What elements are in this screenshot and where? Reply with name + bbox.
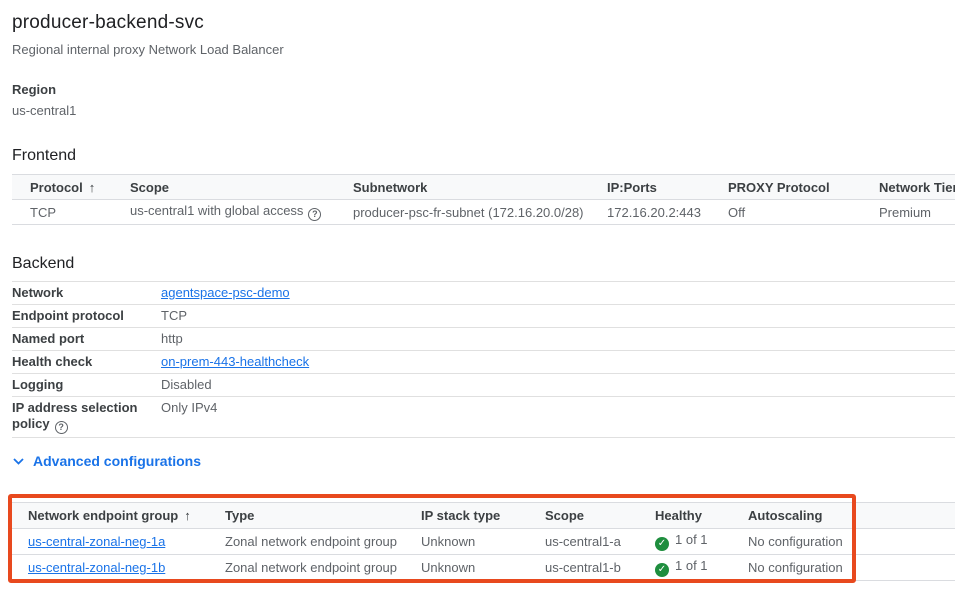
frontend-col-subnetwork[interactable]: Subnetwork (353, 174, 607, 200)
neg-link[interactable]: us-central-zonal-neg-1a (28, 534, 166, 549)
frontend-network-tier-cell: Premium (879, 199, 955, 225)
named-port-label: Named port (12, 331, 85, 346)
neg-col-scope[interactable]: Scope (545, 502, 655, 529)
neg-autoscaling-cell: No configuration (748, 528, 955, 555)
neg-col-type[interactable]: Type (225, 502, 421, 529)
neg-col-ip-stack-type[interactable]: IP stack type (421, 502, 545, 529)
neg-type-cell: Zonal network endpoint group (225, 528, 421, 555)
help-icon[interactable]: ? (54, 421, 68, 434)
backend-ip-policy-row: IP address selection policy? Only IPv4 (12, 397, 955, 438)
logging-label: Logging (12, 377, 64, 392)
column-label: Protocol (30, 179, 83, 195)
ip-policy-label: IP address selection policy? (12, 397, 161, 438)
health-check-label: Health check (12, 354, 93, 369)
help-icon[interactable]: ? (308, 208, 322, 221)
network-endpoint-group-table: Network endpoint group ↑ Type IP stack ty… (12, 502, 955, 581)
sort-ascending-icon: ↑ (184, 508, 191, 523)
health-check-link[interactable]: on-prem-443-healthcheck (161, 354, 310, 369)
page-title: producer-backend-svc (12, 12, 204, 33)
frontend-proxy-protocol-cell: Off (728, 199, 879, 225)
endpoint-protocol-value: TCP (161, 308, 187, 323)
chevron-down-icon (12, 455, 25, 468)
region-value: us-central1 (12, 103, 77, 118)
frontend-table: Protocol ↑ Scope Subnetwork IP:Ports PROX… (12, 174, 955, 225)
healthy-check-icon: ✓ (655, 563, 669, 577)
neg-type-cell: Zonal network endpoint group (225, 554, 421, 581)
neg-scope-cell: us-central1-a (545, 528, 655, 555)
neg-col-healthy[interactable]: Healthy (655, 502, 748, 529)
healthy-count: 1 of 1 (675, 558, 708, 573)
backend-logging-row: Logging Disabled (12, 374, 955, 397)
ip-policy-value: Only IPv4 (161, 400, 218, 415)
frontend-table-row: TCP us-central1 with global access? prod… (12, 199, 955, 225)
neg-name-cell: us-central-zonal-neg-1b (12, 554, 225, 581)
neg-name-cell: us-central-zonal-neg-1a (12, 528, 225, 555)
logging-value: Disabled (161, 377, 212, 392)
neg-healthy-cell: ✓ 1 of 1 (655, 554, 748, 581)
healthy-count: 1 of 1 (675, 532, 708, 547)
neg-ip-stack-cell: Unknown (421, 528, 545, 555)
named-port-value: http (161, 331, 183, 346)
backend-network-row: Network agentspace-psc-demo (12, 282, 955, 305)
page-subtitle: Regional internal proxy Network Load Bal… (12, 42, 284, 57)
frontend-ip-ports-cell: 172.16.20.2:443 (607, 199, 728, 225)
frontend-col-ip-ports[interactable]: IP:Ports (607, 174, 728, 200)
network-link[interactable]: agentspace-psc-demo (161, 285, 290, 300)
frontend-section-heading: Frontend (12, 147, 77, 164)
neg-table-row: us-central-zonal-neg-1a Zonal network en… (12, 528, 955, 555)
frontend-subnetwork-cell: producer-psc-fr-subnet (172.16.20.0/28) (353, 199, 607, 225)
load-balancer-detail-page: producer-backend-svc Regional internal p… (0, 11, 966, 581)
scope-text: us-central1 with global access (130, 203, 304, 218)
frontend-col-scope[interactable]: Scope (130, 174, 353, 200)
backend-properties-table: Network agentspace-psc-demo Endpoint pro… (12, 281, 955, 438)
advanced-configurations-label: Advanced configurations (33, 453, 202, 469)
backend-named-port-row: Named port http (12, 328, 955, 351)
frontend-col-protocol[interactable]: Protocol ↑ (12, 174, 130, 200)
frontend-protocol-cell: TCP (12, 199, 130, 225)
advanced-configurations-toggle[interactable]: Advanced configurations (12, 452, 201, 470)
neg-autoscaling-cell: No configuration (748, 554, 955, 581)
network-label: Network (12, 285, 64, 300)
frontend-table-header-row: Protocol ↑ Scope Subnetwork IP:Ports PROX… (12, 174, 955, 200)
healthy-check-icon: ✓ (655, 537, 669, 551)
endpoint-protocol-label: Endpoint protocol (12, 308, 124, 323)
neg-col-autoscaling[interactable]: Autoscaling (748, 502, 955, 529)
frontend-scope-cell: us-central1 with global access? (130, 199, 353, 225)
neg-ip-stack-cell: Unknown (421, 554, 545, 581)
region-label: Region (12, 82, 57, 97)
backend-health-check-row: Health check on-prem-443-healthcheck (12, 351, 955, 374)
frontend-col-network-tier[interactable]: Network Tier (879, 174, 955, 200)
neg-scope-cell: us-central1-b (545, 554, 655, 581)
neg-table-row: us-central-zonal-neg-1b Zonal network en… (12, 554, 955, 581)
backend-section-heading: Backend (12, 255, 75, 272)
backend-endpoint-protocol-row: Endpoint protocol TCP (12, 305, 955, 328)
frontend-col-proxy-protocol[interactable]: PROXY Protocol (728, 174, 879, 200)
neg-link[interactable]: us-central-zonal-neg-1b (28, 560, 166, 575)
neg-col-name[interactable]: Network endpoint group ↑ (12, 502, 225, 529)
neg-table-header-row: Network endpoint group ↑ Type IP stack ty… (12, 502, 955, 529)
sort-ascending-icon: ↑ (88, 179, 96, 195)
ip-policy-label-text: IP address selection policy (12, 400, 138, 431)
column-label: Network endpoint group (28, 508, 179, 523)
neg-healthy-cell: ✓ 1 of 1 (655, 528, 748, 555)
